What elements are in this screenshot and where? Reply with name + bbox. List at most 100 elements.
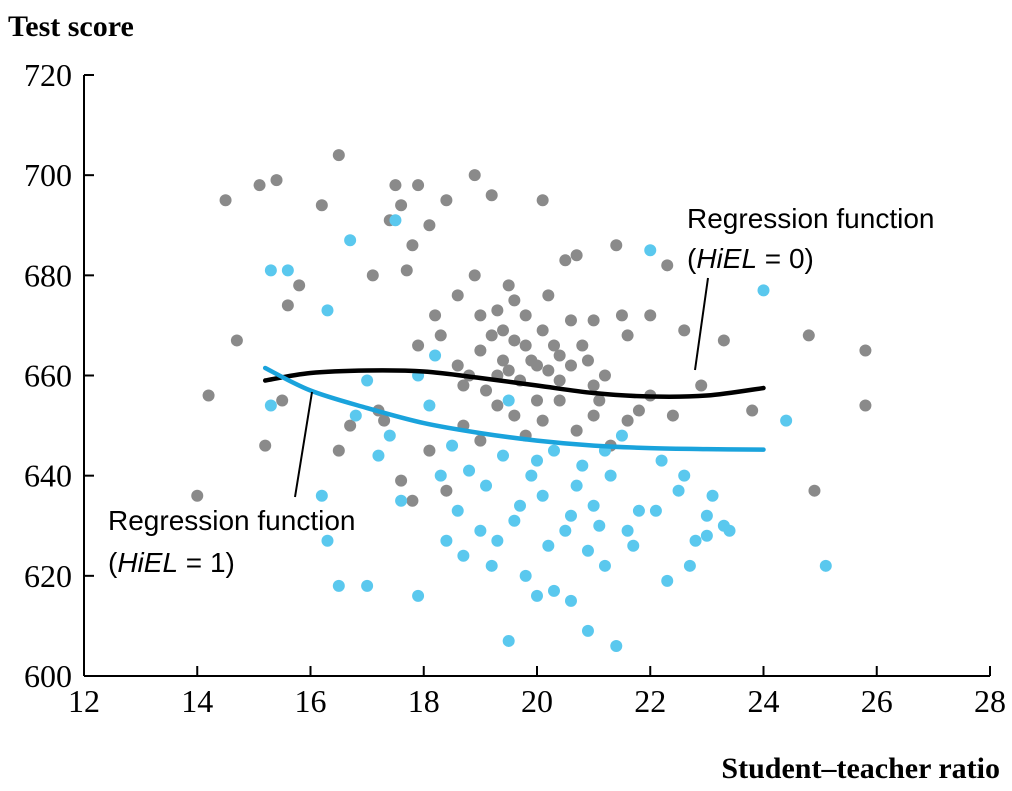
data-point — [378, 414, 391, 427]
data-point — [746, 404, 759, 417]
data-point — [683, 559, 696, 572]
x-tick-label: 20 — [521, 683, 553, 719]
data-point — [576, 459, 589, 472]
data-point — [576, 339, 589, 352]
data-point — [780, 414, 793, 427]
data-point — [474, 524, 487, 537]
data-point — [531, 394, 543, 407]
data-point — [491, 534, 504, 547]
data-point — [502, 634, 515, 647]
data-point — [695, 379, 708, 392]
data-point — [678, 469, 691, 482]
data-point — [615, 429, 628, 442]
data-point — [502, 364, 515, 377]
data-point — [434, 329, 447, 342]
data-point — [321, 304, 334, 317]
x-tick-label: 24 — [748, 683, 780, 719]
data-point — [457, 549, 470, 562]
data-point — [553, 349, 566, 362]
data-point — [191, 489, 204, 502]
data-point — [491, 399, 504, 412]
data-point — [547, 444, 560, 457]
data-point — [689, 534, 702, 547]
data-point — [457, 379, 470, 392]
data-point — [678, 324, 691, 337]
data-point — [412, 589, 425, 602]
data-point — [672, 484, 685, 497]
data-point — [412, 179, 425, 192]
data-point — [615, 309, 628, 322]
data-point — [700, 509, 713, 522]
data-point — [468, 169, 481, 182]
data-point — [395, 494, 408, 507]
data-point — [531, 454, 543, 467]
data-point — [621, 524, 634, 537]
annotation-hiel1-line2: (HiEL = 1) — [108, 547, 235, 578]
data-point — [446, 439, 459, 452]
data-point — [587, 409, 600, 422]
data-point — [723, 524, 736, 537]
annotation-hiel1-pre: ( — [108, 547, 118, 578]
data-point — [400, 264, 413, 277]
data-point — [264, 399, 277, 412]
annotation-hiel1-line1: Regression function — [108, 505, 355, 536]
x-tick-label: 12 — [68, 683, 100, 719]
data-point — [627, 539, 640, 552]
data-point — [276, 394, 289, 407]
data-point — [553, 374, 566, 387]
data-point — [581, 354, 594, 367]
data-point — [542, 539, 555, 552]
data-point — [536, 194, 549, 207]
y-tick-label: 640 — [24, 458, 72, 494]
data-point — [508, 409, 521, 422]
annotation-hiel0-line2: (HiEL = 0) — [687, 243, 814, 274]
data-point — [474, 309, 487, 322]
data-point — [519, 339, 532, 352]
data-point — [547, 339, 560, 352]
data-point — [423, 219, 436, 232]
data-point — [383, 429, 396, 442]
data-point — [661, 574, 674, 587]
data-point — [502, 394, 515, 407]
y-tick-label: 680 — [24, 257, 72, 293]
data-point — [491, 304, 504, 317]
data-point — [519, 309, 532, 322]
y-tick-label: 600 — [24, 658, 72, 694]
data-point — [808, 484, 821, 497]
data-point — [463, 464, 476, 477]
annotation-hiel0-pointer — [694, 277, 709, 371]
data-point — [259, 439, 272, 452]
data-point — [598, 369, 611, 382]
data-point — [485, 189, 498, 202]
data-point — [508, 294, 521, 307]
annotation-hiel0-post: = 0) — [757, 243, 814, 274]
data-point — [349, 409, 362, 422]
data-point — [344, 234, 357, 247]
data-point — [570, 249, 583, 262]
data-point — [621, 414, 634, 427]
x-tick-label: 28 — [974, 683, 1006, 719]
data-point — [514, 499, 527, 512]
data-point — [564, 359, 577, 372]
data-point — [264, 264, 277, 277]
data-point — [547, 584, 560, 597]
y-axis-title: Test score — [8, 10, 134, 43]
annotation-hiel1-post: = 1) — [178, 547, 235, 578]
data-point — [321, 534, 334, 547]
data-point — [542, 364, 555, 377]
data-point — [655, 454, 668, 467]
data-point — [587, 499, 600, 512]
data-point — [644, 244, 657, 257]
x-tick-label: 18 — [408, 683, 440, 719]
data-point — [593, 394, 606, 407]
data-point — [802, 329, 815, 342]
data-point — [508, 334, 521, 347]
data-point — [344, 419, 357, 432]
y-tick-label: 720 — [24, 57, 72, 93]
data-point — [423, 399, 436, 412]
data-point — [372, 449, 385, 462]
x-tick-label: 22 — [634, 683, 666, 719]
data-point — [468, 269, 481, 282]
data-point — [587, 379, 600, 392]
